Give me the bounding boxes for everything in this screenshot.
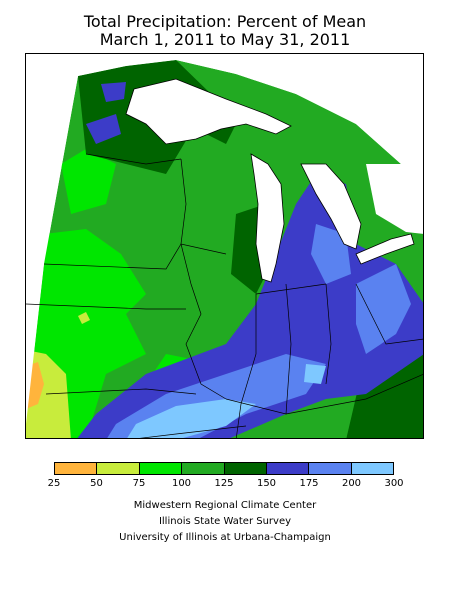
- legend-tick-label: 300: [384, 478, 404, 489]
- precipitation-map: [25, 53, 424, 439]
- state-borders: [26, 153, 423, 438]
- color-legend: [54, 462, 394, 475]
- legend-swatch: [309, 463, 352, 474]
- legend-swatch: [97, 463, 140, 474]
- lake-huron: [300, 163, 362, 250]
- region-200-300: [127, 399, 256, 438]
- legend-swatch: [182, 463, 225, 474]
- region-50-75-spot: [78, 312, 90, 324]
- lake-erie: [355, 233, 415, 265]
- canada-region: [78, 54, 423, 212]
- region-175-200-ohio: [356, 264, 411, 354]
- legend-swatch: [139, 463, 183, 474]
- legend-swatch: [55, 463, 98, 474]
- map-graphic: [26, 54, 423, 438]
- legend-tick-label: 100: [171, 478, 192, 489]
- map-title-line-2: March 1, 2011 to May 31, 2011: [99, 30, 351, 49]
- lake-superior: [125, 78, 292, 145]
- credit-survey: Illinois State Water Survey: [158, 516, 292, 527]
- legend-tick-label: 50: [90, 478, 103, 489]
- region-200-300-east: [304, 364, 326, 384]
- legend-tick-label: 150: [256, 478, 277, 489]
- outside-map-west: [26, 54, 78, 424]
- lake-michigan: [250, 153, 285, 283]
- region-150-175-north: [86, 114, 121, 144]
- legend-tick-label: 175: [299, 478, 319, 489]
- legend-tick-label: 125: [214, 478, 234, 489]
- legend-tick-label: 25: [47, 478, 61, 489]
- legend-tick-label: 75: [132, 478, 146, 489]
- ontario-east: [366, 164, 423, 234]
- credit-university: University of Illinois at Urbana-Champai…: [119, 532, 331, 543]
- legend-swatch: [266, 463, 310, 474]
- credit-organization: Midwestern Regional Climate Center: [133, 500, 317, 511]
- legend-tick-label: 200: [341, 478, 362, 489]
- legend-swatch: [224, 463, 267, 474]
- region-75-100-north: [61, 149, 116, 214]
- legend-swatch: [351, 463, 393, 474]
- map-title-line-1: Total Precipitation: Percent of Mean: [83, 12, 367, 31]
- region-150-175-top: [101, 82, 126, 102]
